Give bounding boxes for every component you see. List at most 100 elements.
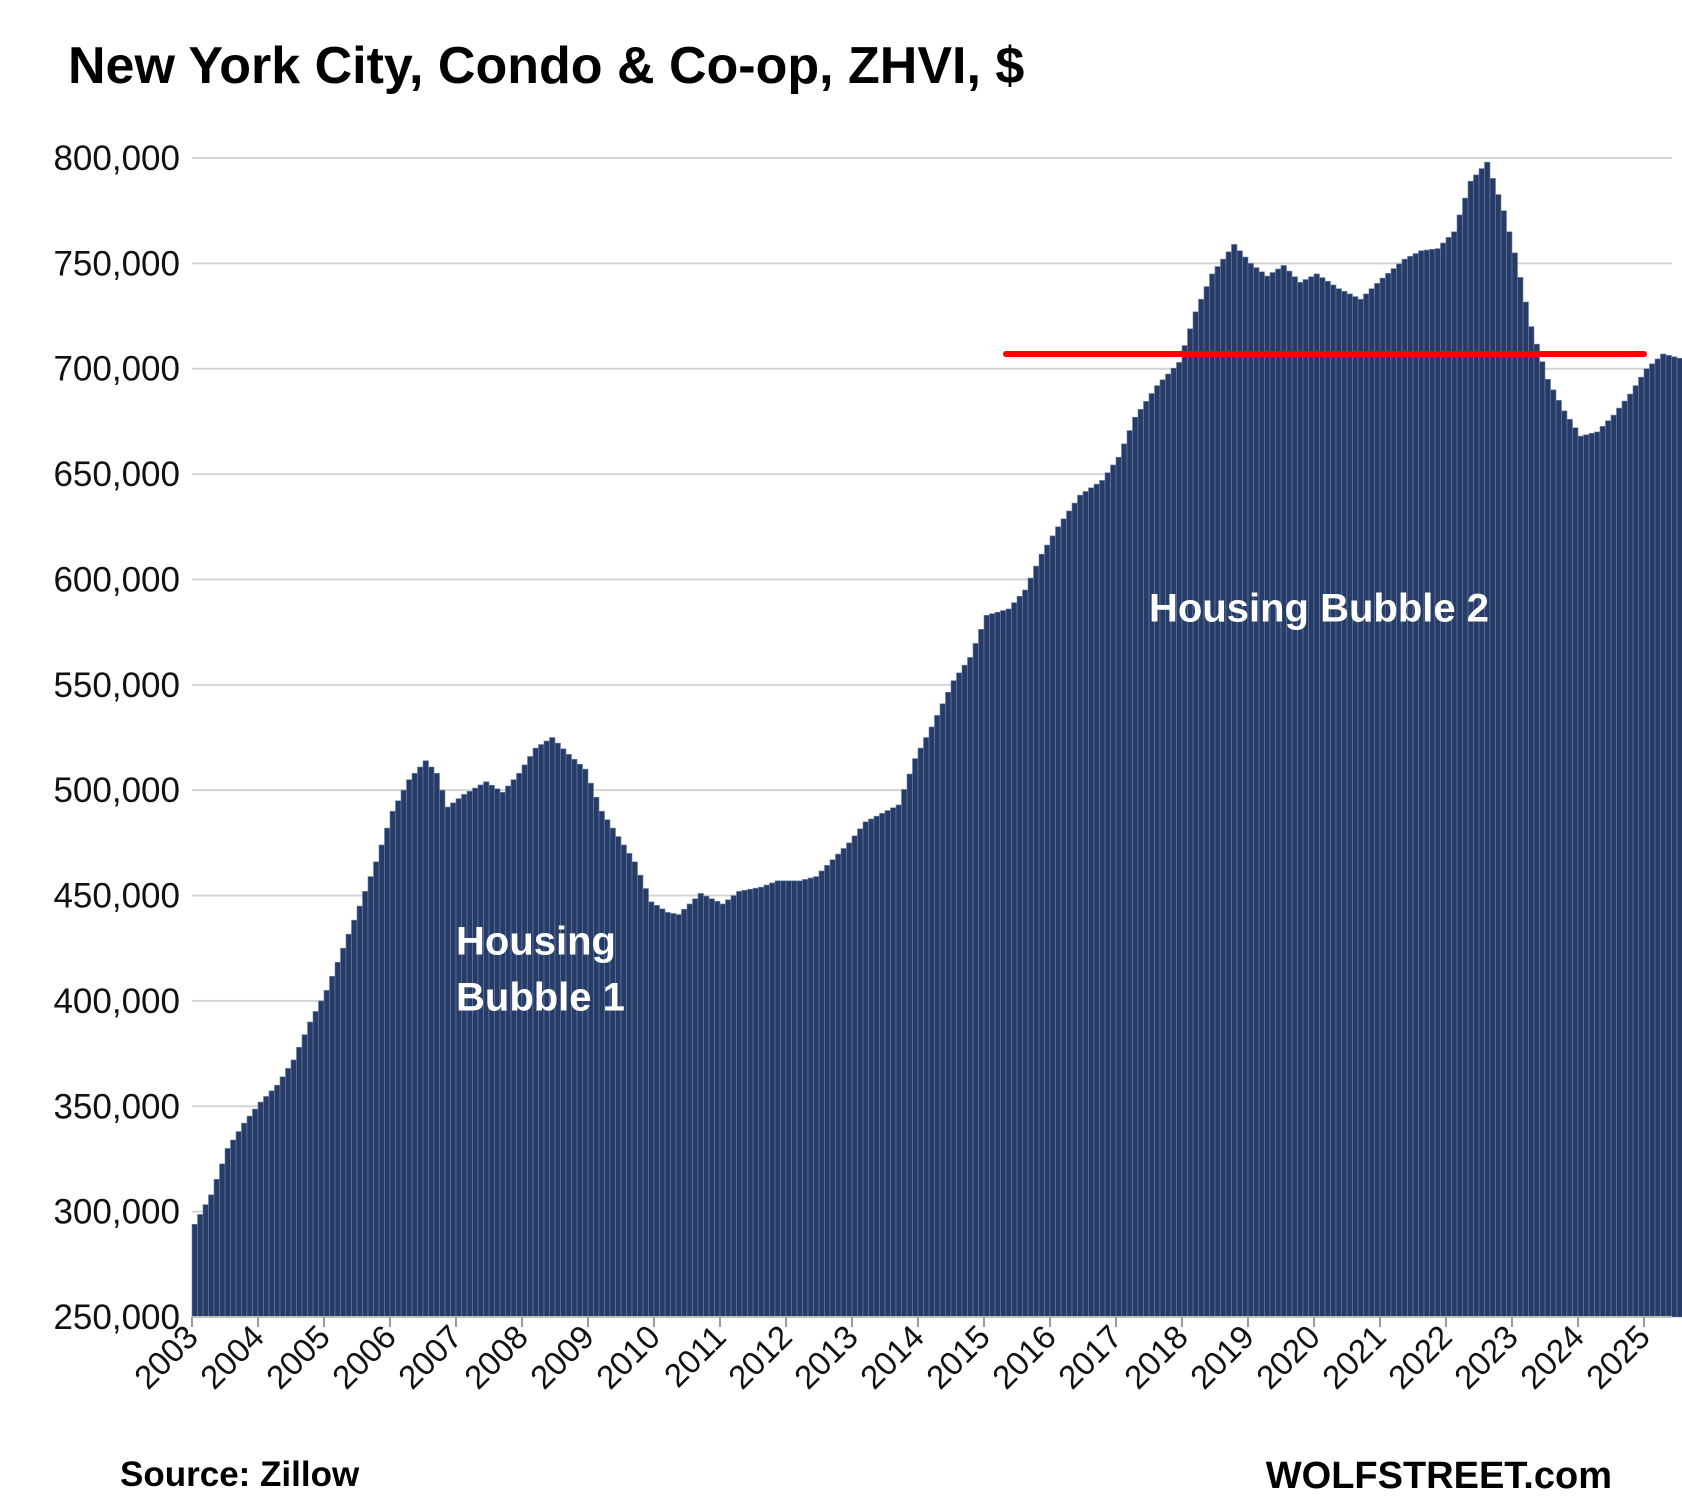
bar <box>1533 343 1540 1318</box>
bar <box>1242 256 1249 1318</box>
annotation-label: Bubble 1 <box>456 976 625 1020</box>
bar <box>1429 249 1436 1318</box>
bar <box>686 903 693 1318</box>
bar <box>191 1223 198 1318</box>
x-tick-label: 2011 <box>657 1318 733 1394</box>
bar <box>1605 420 1612 1318</box>
bar <box>807 877 814 1318</box>
bar <box>1132 416 1139 1318</box>
bar <box>1077 494 1084 1318</box>
bar <box>1495 194 1502 1318</box>
bar <box>934 715 941 1318</box>
bar <box>213 1179 220 1318</box>
bar <box>384 827 391 1318</box>
bar <box>1236 250 1243 1318</box>
bar <box>1126 430 1133 1318</box>
bar <box>1121 443 1128 1318</box>
y-axis: 250,000 300,000 350,000 400,000 450,000 500,0… <box>53 139 180 1337</box>
bar <box>1544 378 1551 1318</box>
bar <box>549 737 556 1318</box>
bar <box>648 901 655 1318</box>
bar <box>1258 271 1265 1318</box>
bar <box>593 796 600 1318</box>
bar <box>1297 282 1304 1318</box>
bar <box>620 844 627 1318</box>
x-tick-label: 2012 <box>721 1318 799 1396</box>
bar <box>373 861 380 1318</box>
bar <box>857 828 864 1318</box>
bar <box>983 614 990 1318</box>
bar <box>835 853 842 1318</box>
bar <box>967 657 974 1318</box>
bar <box>741 889 748 1318</box>
bar <box>736 891 743 1318</box>
bar <box>389 810 396 1318</box>
bar <box>631 861 638 1318</box>
bar <box>1181 345 1188 1318</box>
y-tick-label: 300,000 <box>53 1193 180 1232</box>
bar <box>598 810 605 1318</box>
bar <box>329 976 336 1318</box>
bar <box>1374 283 1381 1318</box>
bar <box>692 898 699 1318</box>
bar <box>950 680 957 1318</box>
bar <box>851 835 858 1318</box>
bar <box>796 880 803 1318</box>
bar <box>725 899 732 1318</box>
bar <box>1671 356 1678 1318</box>
bar <box>1561 410 1568 1318</box>
bar <box>1192 311 1199 1318</box>
bar <box>461 794 468 1318</box>
bar <box>785 880 792 1318</box>
bar <box>1627 393 1634 1318</box>
bar <box>1231 244 1238 1318</box>
bar <box>1137 408 1144 1318</box>
bar <box>582 768 589 1318</box>
bar <box>1335 288 1342 1318</box>
bar <box>1165 373 1172 1318</box>
bar <box>1159 379 1166 1318</box>
annotation-label: Housing Bubble 2 <box>1149 587 1489 631</box>
x-tick-label: 2004 <box>193 1318 271 1396</box>
bar <box>274 1084 281 1318</box>
bar <box>763 884 770 1318</box>
bar <box>208 1194 215 1318</box>
bar <box>477 784 484 1318</box>
bar <box>604 819 611 1318</box>
x-tick-label: 2020 <box>1249 1318 1327 1396</box>
bar <box>571 758 578 1318</box>
bar <box>1379 277 1386 1318</box>
bar <box>1478 168 1485 1318</box>
bar <box>1517 277 1524 1318</box>
bar <box>417 766 424 1318</box>
bar <box>917 747 924 1318</box>
bar <box>659 908 666 1318</box>
bar <box>1566 418 1573 1318</box>
bar <box>1638 376 1645 1318</box>
bar <box>560 748 567 1318</box>
bar <box>664 912 671 1318</box>
bar <box>846 842 853 1318</box>
bar <box>334 961 341 1318</box>
bar <box>1539 361 1546 1318</box>
bar <box>774 880 781 1318</box>
bar <box>307 1021 314 1318</box>
x-tick-label: 2017 <box>1051 1318 1129 1396</box>
bar <box>340 947 347 1318</box>
bar <box>1594 431 1601 1318</box>
bar <box>1027 577 1034 1318</box>
bar <box>703 895 710 1318</box>
bar <box>681 908 688 1318</box>
bar <box>1418 250 1425 1318</box>
bar <box>1341 290 1348 1318</box>
annotation-label: Housing <box>456 920 616 964</box>
brand-watermark: WOLFSTREET.com <box>1265 1455 1612 1497</box>
bar <box>1060 518 1067 1318</box>
bar <box>1247 263 1254 1318</box>
bar <box>312 1011 319 1318</box>
bar <box>510 779 517 1318</box>
bar <box>1225 251 1232 1318</box>
y-tick-label: 400,000 <box>53 982 180 1021</box>
bar <box>1599 426 1606 1318</box>
y-tick-label: 250,000 <box>53 1298 180 1337</box>
